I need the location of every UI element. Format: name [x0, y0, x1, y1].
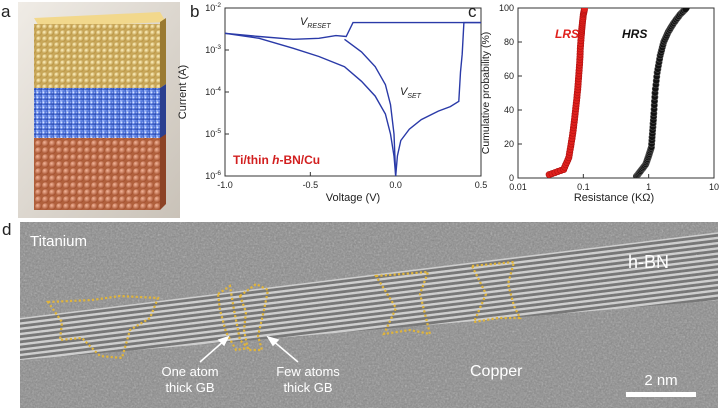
plot-b-ytick-label: 10-5	[205, 128, 221, 139]
device-stack-label: Ti/thin h-BN/Cu	[233, 153, 320, 167]
gb-arrows	[199, 335, 299, 363]
gb-outline-1	[45, 294, 160, 360]
gb-one-atom-label-line1: One atom	[161, 364, 218, 379]
hrs-label: HRS	[622, 27, 647, 41]
panel-letter-a: a	[1, 2, 11, 21]
plot-c-ylabel: Cumulative probability (%)	[480, 32, 492, 155]
gb-few-atoms-label-line1: Few atoms	[276, 364, 340, 379]
plot-c-ytick-label: 20	[504, 139, 514, 149]
plot-b-curve-2	[344, 38, 397, 176]
copper-label: Copper	[470, 363, 523, 380]
arrow-head-few-atoms	[266, 335, 280, 347]
titanium-label: Titanium	[30, 233, 87, 250]
panel-letter-b: b	[190, 2, 200, 21]
plot-c-ytick-label: 0	[509, 173, 514, 183]
plot-b-ylabel: Current (A)	[177, 65, 189, 119]
plot-c-xtick-label: 1	[646, 182, 651, 192]
plot-b-ytick-label: 10-3	[205, 44, 221, 55]
plot-b-series	[225, 21, 481, 176]
plot-c-ytick-label: 80	[504, 37, 514, 47]
plot-b-frame	[224, 7, 482, 177]
plot-c-series	[545, 8, 690, 178]
panel-d: Titanium h-BN Copper One atom thick GB F…	[20, 222, 718, 408]
plot-b-xlabel: Voltage (V)	[326, 192, 380, 204]
plot-c-ytick-label: 60	[504, 71, 514, 81]
gb-outline-3	[238, 282, 270, 352]
arrow-few-atoms-gb	[271, 339, 299, 363]
arrow-head-one-atom	[217, 335, 230, 347]
lrs-label: LRS	[555, 27, 579, 41]
plot-c-ytick-label: 100	[499, 3, 514, 13]
plot-c-xtick-label: 10	[709, 182, 719, 192]
plot-c-point-lrs	[581, 8, 588, 12]
gb-few-atoms-label-line2: thick GB	[283, 380, 332, 395]
vreset-annotation: VRESET	[300, 16, 331, 30]
plot-b-xtick-label: -0.5	[303, 180, 319, 190]
scale-bar-label: 2 nm	[644, 372, 677, 389]
panel-letter-c: c	[468, 2, 477, 21]
plot-c-xtick-label: 0.01	[509, 182, 527, 192]
plot-b-curve-0	[225, 21, 481, 41]
panel-letter-d: d	[2, 220, 12, 239]
hbn-layer	[34, 80, 166, 138]
scale-bar	[626, 392, 696, 397]
plot-c-xlabel: Resistance (KΩ)	[574, 192, 654, 204]
hbn-label: h-BN	[628, 252, 669, 272]
gb-outline-4	[374, 270, 432, 336]
plot-b-ticks: -1.0 -0.5 0.0 0.5 10-6 10-5 10-4 10-3 10-2	[205, 2, 487, 190]
gb-outline-5	[470, 260, 522, 324]
gb-one-atom-label-line2: thick GB	[165, 380, 214, 395]
plot-b-ytick-label: 10-4	[205, 86, 221, 97]
panel-a	[18, 2, 180, 218]
plot-b-xtick-label: -1.0	[217, 180, 233, 190]
grain-boundary-outlines	[45, 260, 522, 360]
plot-c-point-hrs	[683, 8, 690, 12]
titanium-block	[34, 12, 166, 88]
plot-b-ytick-label: 10-2	[205, 2, 221, 13]
plot-b-xtick-label: 0.5	[475, 180, 488, 190]
panel-b: -1.0 -0.5 0.0 0.5 10-6 10-5 10-4 10-3 10-2 VRESE…	[177, 2, 487, 204]
copper-block	[34, 128, 166, 210]
plot-b-xtick-label: 0.0	[389, 180, 402, 190]
plot-b-ytick-label: 10-6	[205, 170, 221, 181]
plot-c-xtick-label: 0.1	[577, 182, 590, 192]
plot-c-ytick-label: 40	[504, 105, 514, 115]
plot-b-curve-1	[225, 21, 481, 176]
plot-c-frame	[517, 7, 715, 179]
vset-annotation: VSET	[400, 86, 422, 100]
arrow-one-atom-gb	[199, 339, 226, 363]
